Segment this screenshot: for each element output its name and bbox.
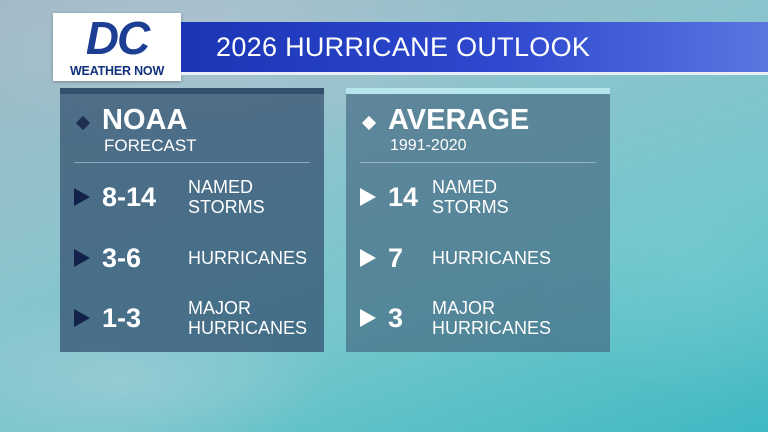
panel-divider xyxy=(74,162,310,163)
diamond-icon xyxy=(75,115,91,131)
stat-value: 3 xyxy=(388,303,404,333)
play-triangle-icon xyxy=(74,188,90,206)
station-logo: DC WEATHER NOW xyxy=(53,13,181,81)
title-bar: 2026 HURRICANE OUTLOOK xyxy=(181,22,768,75)
panel-divider xyxy=(360,162,596,163)
logo-mark: DC xyxy=(85,12,150,64)
stat-label: HURRICANES xyxy=(188,248,308,268)
logo-shine xyxy=(83,21,87,55)
stat-row-major-hurricanes: 1-3 MAJOR HURRICANES xyxy=(60,293,324,343)
noaa-forecast-panel: NOAA FORECAST 8-14 NAMED STORMS 3-6 HURR… xyxy=(60,88,324,352)
stat-label: NAMED STORMS xyxy=(432,177,509,217)
play-triangle-icon xyxy=(360,309,376,327)
page-title: 2026 HURRICANE OUTLOOK xyxy=(216,32,591,62)
panel-subheading: FORECAST xyxy=(104,136,197,155)
stat-row-named-storms: 14 NAMED STORMS xyxy=(346,172,610,222)
average-panel: AVERAGE 1991-2020 14 NAMED STORMS 7 HURR… xyxy=(346,88,610,352)
logo-subtitle: WEATHER NOW xyxy=(69,64,165,78)
stat-value: 14 xyxy=(388,182,419,212)
panel-heading: AVERAGE xyxy=(388,104,530,136)
stat-label: MAJOR HURRICANES xyxy=(432,298,552,338)
play-triangle-icon xyxy=(74,309,90,327)
stat-row-named-storms: 8-14 NAMED STORMS xyxy=(60,172,324,222)
stat-value: 1-3 xyxy=(102,303,142,333)
stat-row-hurricanes: 3-6 HURRICANES xyxy=(60,233,324,283)
panel-subheading: 1991-2020 xyxy=(390,137,467,154)
stat-label: HURRICANES xyxy=(432,248,552,268)
play-triangle-icon xyxy=(360,188,376,206)
stat-row-hurricanes: 7 HURRICANES xyxy=(346,233,610,283)
diamond-icon xyxy=(361,115,377,131)
stat-label: NAMED STORMS xyxy=(188,177,265,217)
panel-heading: NOAA xyxy=(102,104,188,136)
stat-row-major-hurricanes: 3 MAJOR HURRICANES xyxy=(346,293,610,343)
play-triangle-icon xyxy=(74,249,90,267)
stat-value: 8-14 xyxy=(102,182,157,212)
stat-value: 3-6 xyxy=(102,243,142,273)
stat-value: 7 xyxy=(388,243,404,273)
play-triangle-icon xyxy=(360,249,376,267)
stat-label: MAJOR HURRICANES xyxy=(188,298,308,338)
